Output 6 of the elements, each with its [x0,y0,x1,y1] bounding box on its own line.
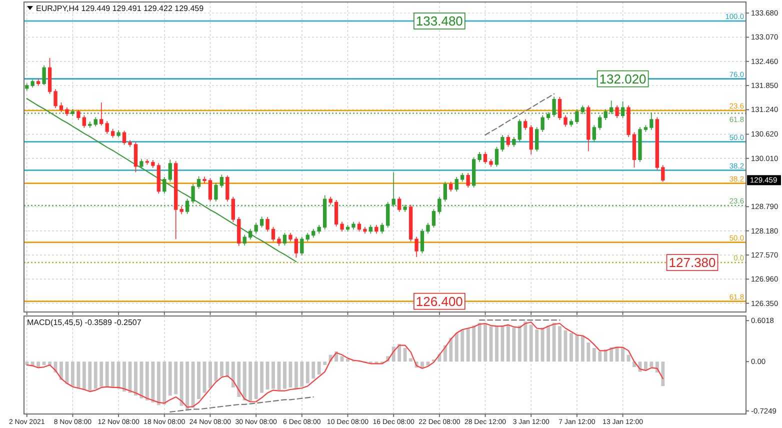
ref-line-label: 127.380 [668,255,716,270]
annotation: 132.020 [599,71,646,86]
annotation: 126.400 [416,294,463,309]
annotation: 133.480 [416,14,463,29]
chart-title: MACD(15,45,5) -0.3589 -0.2507 [27,318,142,327]
chart-title: EURJPY,H4 129.449 129.491 129.422 129.459 [36,4,204,13]
